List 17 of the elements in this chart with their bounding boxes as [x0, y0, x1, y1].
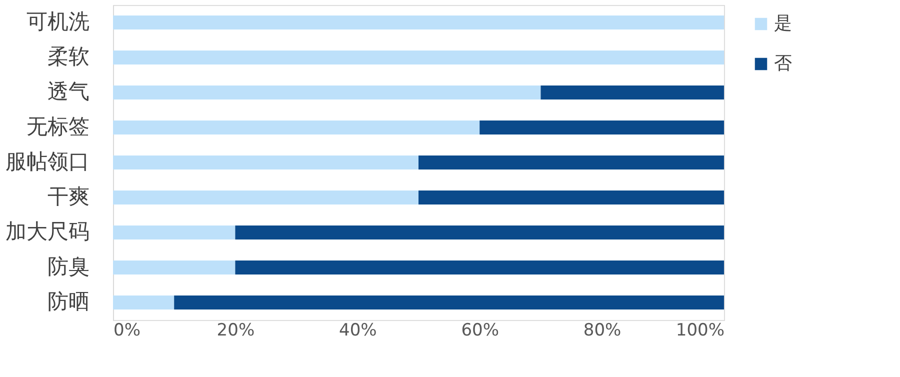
legend-label: 是	[774, 13, 792, 34]
x-tick-label: 100%	[676, 320, 724, 340]
x-tick-label: 60%	[461, 320, 499, 340]
y-tick-label: 防臭	[48, 254, 90, 278]
x-tick-label: 0%	[114, 320, 140, 340]
legend-label: 否	[774, 53, 792, 74]
y-tick-label: 可机洗	[26, 10, 90, 34]
y-tick-label: 服帖领口	[6, 150, 90, 174]
y-tick-label: 无标签	[26, 114, 90, 138]
x-tick-label: 20%	[216, 320, 255, 340]
x-tick-label: 40%	[339, 320, 377, 340]
y-tick-label: 柔软	[48, 44, 90, 68]
x-tick-label: 80%	[583, 320, 622, 340]
y-tick-label: 加大尺码	[6, 220, 90, 244]
y-tick-label: 防晒	[48, 290, 90, 314]
y-tick-label: 透气	[48, 80, 90, 104]
y-tick-label: 干爽	[48, 184, 90, 208]
